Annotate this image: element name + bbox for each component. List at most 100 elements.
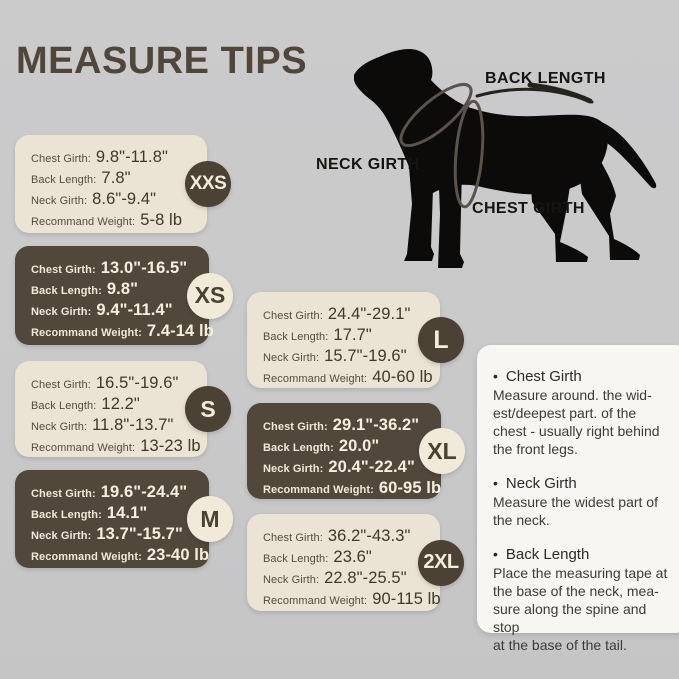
tip-heading: • Neck Girth bbox=[493, 474, 675, 493]
size-card-2xl: Chest Girth: 36.2"-43.3" Back Length: 23.6… bbox=[247, 514, 464, 611]
spec-row: Neck Girth: 20.4"-22.4" bbox=[263, 458, 441, 477]
spec-row: Chest Girth: 13.0"-16.5" bbox=[31, 259, 209, 278]
spec-row: Neck Girth: 15.7"-19.6" bbox=[263, 347, 440, 366]
measuring-tips-panel: • Chest Girth Measure around. the wid- es… bbox=[477, 345, 679, 653]
spec-row: Chest Girth: 9.8"-11.8" bbox=[31, 148, 207, 167]
spec-label-chest: Chest Girth: bbox=[31, 379, 91, 391]
spec-label-back: Back Length: bbox=[31, 400, 97, 412]
spec-value-weight: 7.4-14 lb bbox=[146, 322, 214, 340]
spec-value-back: 20.0" bbox=[338, 437, 380, 455]
bullet-icon: • bbox=[493, 546, 498, 562]
spec-value-weight: 60-95 lb bbox=[378, 479, 442, 497]
spec-row: Chest Girth: 29.1"-36.2" bbox=[263, 416, 441, 435]
spec-row: Back Length: 9.8" bbox=[31, 280, 209, 299]
spec-value-neck: 8.6"-9.4" bbox=[92, 190, 157, 208]
dog-diagram bbox=[338, 44, 679, 276]
spec-label-chest: Chest Girth: bbox=[263, 532, 323, 544]
spec-label-weight: Recommand Weight: bbox=[31, 327, 142, 339]
size-card-l: Chest Girth: 24.4"-29.1" Back Length: 17.7… bbox=[247, 292, 464, 388]
spec-row: Chest Girth: 24.4"-29.1" bbox=[263, 305, 440, 324]
spec-row: Neck Girth: 8.6"-9.4" bbox=[31, 190, 207, 209]
tip-heading: • Back Length bbox=[493, 545, 675, 564]
spec-label-weight: Recommand Weight: bbox=[31, 442, 136, 454]
size-badge-2xl: 2XL bbox=[418, 539, 464, 586]
size-card-xxs: Chest Girth: 9.8"-11.8" Back Length: 7.8" … bbox=[15, 135, 231, 233]
tip-heading-text: Back Length bbox=[505, 546, 590, 563]
spec-value-neck: 13.7"-15.7" bbox=[96, 525, 183, 543]
spec-label-back: Back Length: bbox=[263, 331, 329, 343]
dog-front-leg bbox=[438, 162, 464, 268]
spec-value-weight: 13-23 lb bbox=[140, 437, 201, 455]
spec-label-back: Back Length: bbox=[31, 174, 97, 186]
bullet-icon: • bbox=[493, 368, 498, 384]
spec-value-chest: 9.8"-11.8" bbox=[95, 148, 168, 166]
spec-label-chest: Chest Girth: bbox=[31, 264, 96, 276]
neck-girth-label: NECK GIRTH bbox=[316, 156, 420, 173]
spec-label-back: Back Length: bbox=[31, 285, 102, 297]
spec-label-chest: Chest Girth: bbox=[31, 153, 91, 165]
spec-value-neck: 20.4"-22.4" bbox=[328, 458, 415, 476]
spec-row: Chest Girth: 36.2"-43.3" bbox=[263, 527, 440, 546]
spec-row: Neck Girth: 13.7"-15.7" bbox=[31, 525, 209, 544]
spec-label-neck: Neck Girth: bbox=[31, 530, 92, 542]
dog-tail bbox=[589, 118, 657, 189]
tip-body-text: Measure the widest part of the neck. bbox=[493, 494, 658, 528]
tip-body-text: Place the measuring tape at the base of … bbox=[493, 565, 668, 653]
size-card-xs: Chest Girth: 13.0"-16.5" Back Length: 9.8"… bbox=[15, 246, 233, 345]
spec-row: Chest Girth: 19.6"-24.4" bbox=[31, 483, 209, 502]
bullet-icon: • bbox=[493, 475, 498, 491]
size-badge-s: S bbox=[185, 386, 231, 432]
tip-heading: • Chest Girth bbox=[493, 367, 675, 386]
tip-neck-girth: • Neck Girth Measure the widest part of t… bbox=[493, 474, 675, 529]
chest-girth-label: CHEST GIRTH bbox=[472, 200, 585, 217]
spec-value-chest: 36.2"-43.3" bbox=[327, 527, 411, 545]
size-card-m: Chest Girth: 19.6"-24.4" Back Length: 14.1… bbox=[15, 470, 233, 568]
spec-label-weight: Recommand Weight: bbox=[31, 551, 142, 563]
neck-girth-ring bbox=[399, 82, 473, 148]
spec-row: Recommand Weight: 7.4-14 lb bbox=[31, 322, 214, 341]
spec-value-back: 14.1" bbox=[106, 504, 148, 522]
spec-label-neck: Neck Girth: bbox=[31, 421, 88, 433]
spec-value-weight: 23-40 lb bbox=[146, 546, 210, 564]
spec-value-back: 7.8" bbox=[101, 169, 131, 187]
spec-row: Recommand Weight: 90-115 lb bbox=[263, 590, 441, 609]
spec-value-neck: 15.7"-19.6" bbox=[324, 347, 407, 365]
spec-label-chest: Chest Girth: bbox=[31, 488, 96, 500]
spec-row: Back Length: 12.2" bbox=[31, 395, 207, 414]
spec-value-neck: 11.8"-13.7" bbox=[92, 416, 174, 434]
spec-label-neck: Neck Girth: bbox=[31, 306, 92, 318]
dog-hind-leg bbox=[578, 160, 640, 260]
spec-label-back: Back Length: bbox=[31, 509, 102, 521]
spec-row: Neck Girth: 9.4"-11.4" bbox=[31, 301, 209, 320]
spec-row: Recommand Weight: 5-8 lb bbox=[31, 211, 207, 230]
spec-value-back: 17.7" bbox=[333, 326, 372, 344]
spec-value-chest: 24.4"-29.1" bbox=[327, 305, 411, 323]
size-badge-l: L bbox=[418, 317, 464, 363]
chest-girth-ring bbox=[453, 99, 485, 209]
spec-value-neck: 22.8"-25.5" bbox=[324, 569, 407, 587]
spec-value-weight: 40-60 lb bbox=[372, 368, 433, 386]
spec-label-weight: Recommand Weight: bbox=[263, 484, 374, 496]
spec-row: Neck Girth: 11.8"-13.7" bbox=[31, 416, 207, 435]
spec-label-chest: Chest Girth: bbox=[263, 310, 323, 322]
spec-row: Chest Girth: 16.5"-19.6" bbox=[31, 374, 207, 393]
dog-hind-leg bbox=[530, 170, 588, 262]
spec-label-neck: Neck Girth: bbox=[263, 352, 320, 364]
spec-label-back: Back Length: bbox=[263, 442, 334, 454]
tip-body-text: Measure around. the wid- est/deepest par… bbox=[493, 387, 660, 457]
spec-row: Recommand Weight: 40-60 lb bbox=[263, 368, 440, 387]
spec-value-back: 9.8" bbox=[106, 280, 139, 298]
spec-row: Recommand Weight: 23-40 lb bbox=[31, 546, 209, 565]
back-length-label: BACK LENGTH bbox=[485, 70, 606, 87]
spec-row: Back Length: 14.1" bbox=[31, 504, 209, 523]
spec-label-back: Back Length: bbox=[263, 553, 329, 565]
spec-row: Back Length: 20.0" bbox=[263, 437, 441, 456]
spec-label-weight: Recommand Weight: bbox=[31, 216, 136, 228]
spec-label-weight: Recommand Weight: bbox=[263, 595, 368, 607]
spec-label-neck: Neck Girth: bbox=[263, 463, 324, 475]
tip-heading-text: Chest Girth bbox=[505, 368, 582, 385]
dog-silhouette-figure bbox=[354, 49, 657, 268]
spec-label-weight: Recommand Weight: bbox=[263, 373, 368, 385]
spec-value-weight: 90-115 lb bbox=[372, 590, 441, 608]
spec-row: Back Length: 17.7" bbox=[263, 326, 440, 345]
